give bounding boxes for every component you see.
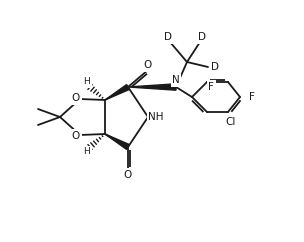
Text: NH: NH — [148, 112, 164, 122]
Text: Cl: Cl — [226, 117, 236, 127]
Text: F: F — [249, 92, 255, 102]
Polygon shape — [128, 84, 176, 90]
Text: N: N — [172, 75, 180, 85]
Text: O: O — [124, 170, 132, 180]
Text: D: D — [164, 32, 172, 42]
Text: D: D — [211, 62, 219, 72]
Text: O: O — [144, 60, 152, 70]
Polygon shape — [105, 134, 130, 150]
Polygon shape — [105, 84, 130, 100]
Text: H: H — [84, 148, 90, 157]
Text: H: H — [84, 77, 90, 86]
Text: O: O — [72, 131, 80, 141]
Text: F: F — [208, 82, 214, 92]
Text: D: D — [198, 32, 206, 42]
Text: O: O — [72, 93, 80, 103]
